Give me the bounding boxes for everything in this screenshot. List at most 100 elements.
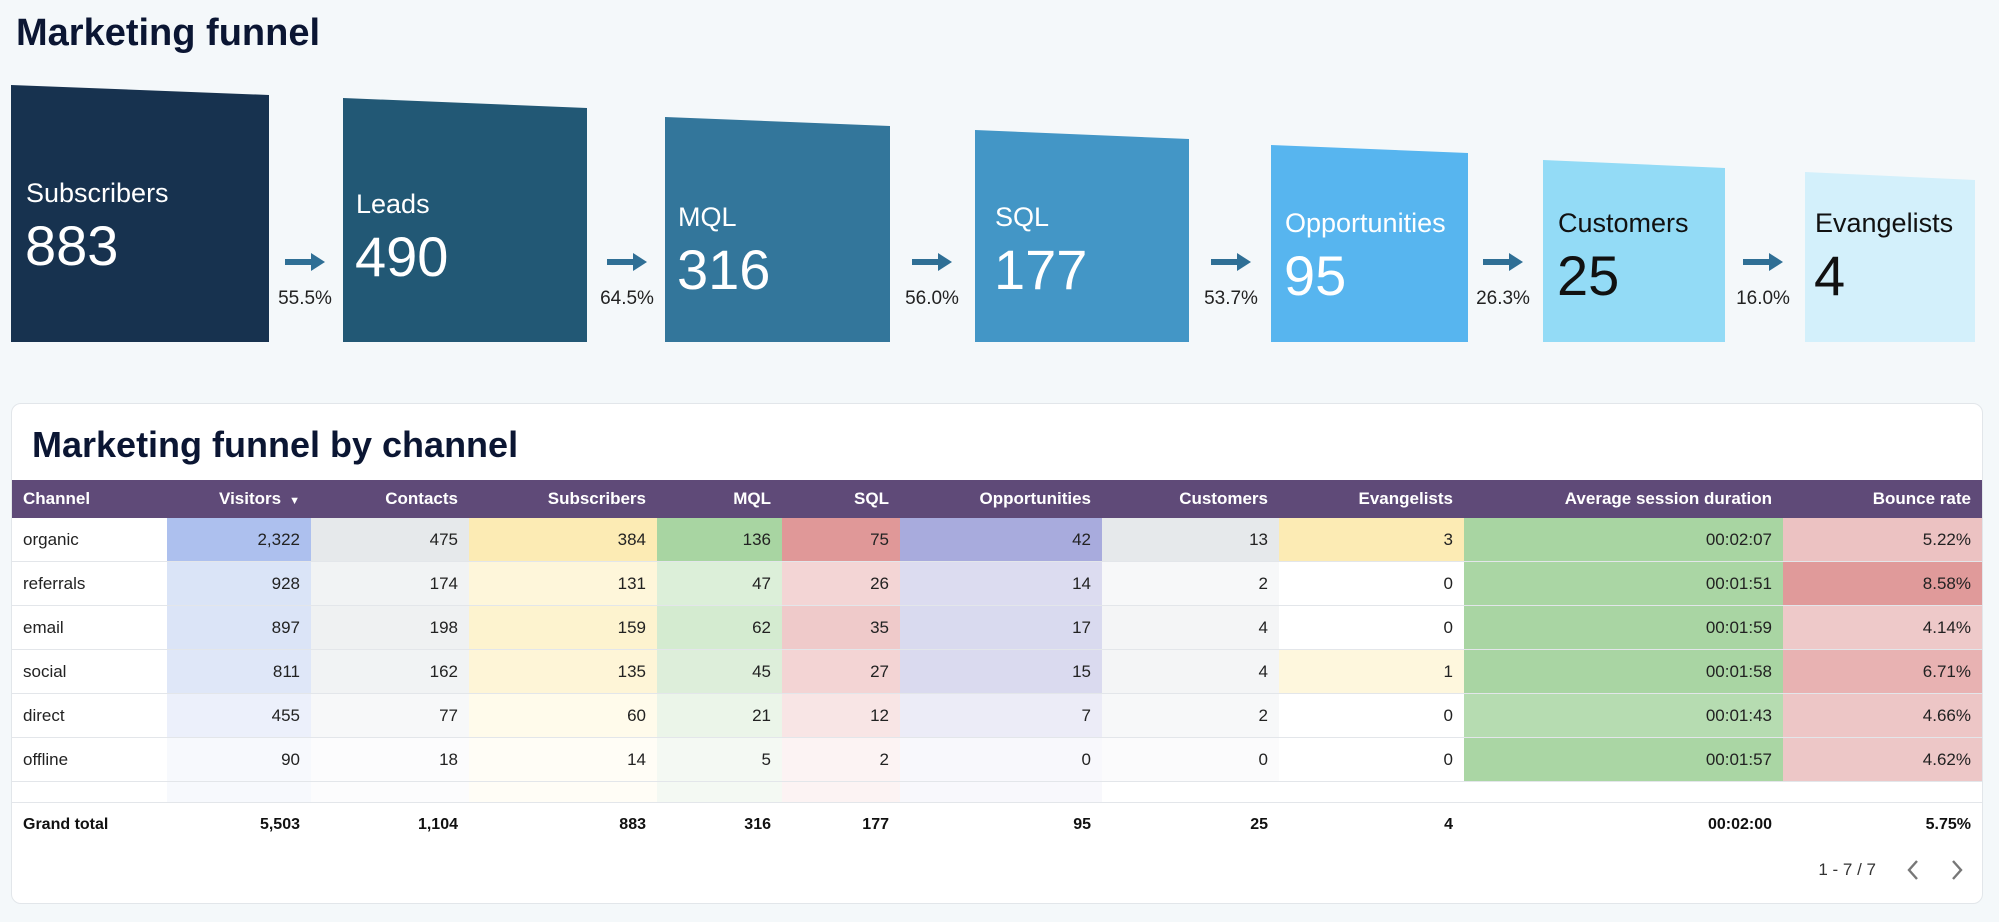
cell-customers: 4: [1102, 605, 1279, 650]
table-row-email[interactable]: email 897 198 159 62 35 17 4 0 00:01:59 4.14%: [12, 605, 1982, 650]
cell-sql: 27: [782, 649, 900, 694]
arrow-right-icon: [912, 253, 952, 271]
column-header-channel[interactable]: Channel: [12, 480, 167, 518]
table-row-referrals[interactable]: referrals 928 174 131 47 26 14 2 0 00:01:51 8.58%: [12, 561, 1982, 606]
column-header-opportunities[interactable]: Opportunities: [900, 480, 1102, 518]
spacer-cell: [1102, 781, 1279, 803]
funnel-stage-value: 490: [355, 225, 449, 288]
cell-subscribers: 60: [469, 693, 657, 738]
funnel-stage-fill: [975, 130, 1189, 342]
arrow-right-icon: [1483, 253, 1523, 271]
funnel-stage-label: Leads: [356, 189, 430, 219]
conversion-rate-4: 53.7%: [1201, 250, 1261, 310]
spacer-cell: [900, 781, 1102, 803]
table-row-offline[interactable]: offline 90 18 14 5 2 0 0 0 00:01:57 4.62%: [12, 737, 1982, 782]
cell-visitors: 90: [167, 737, 311, 782]
column-header-customers[interactable]: Customers: [1102, 480, 1279, 518]
column-header-subscribers[interactable]: Subscribers: [469, 480, 657, 518]
cell-mql: 62: [657, 605, 782, 650]
column-header-sql[interactable]: SQL: [782, 480, 900, 518]
cell-sql: 12: [782, 693, 900, 738]
arrow-right-icon: [285, 253, 325, 271]
cell-subscribers: 135: [469, 649, 657, 694]
cell-evangelists: 0: [1279, 693, 1464, 738]
column-header-label: Contacts: [385, 489, 458, 508]
cell-average-session-duration: 00:01:43: [1464, 693, 1783, 738]
cell-subscribers: 131: [469, 561, 657, 606]
funnel-stage-subscribers: Subscribers 883: [11, 85, 269, 342]
funnel-stage-label: Evangelists: [1815, 208, 1954, 238]
funnel-stage-value: 883: [25, 214, 119, 277]
spacer-cell: [782, 781, 900, 803]
table-row-direct[interactable]: direct 455 77 60 21 12 7 2 0 00:01:43 4.66%: [12, 693, 1982, 738]
cell-average-session-duration: 00:01:51: [1464, 561, 1783, 606]
cell-mql: 21: [657, 693, 782, 738]
table-title: Marketing funnel by channel: [32, 424, 519, 465]
cell-customers: 2: [1102, 561, 1279, 606]
cell-sql: 75: [782, 518, 900, 562]
cell-opportunities: 0: [900, 737, 1102, 782]
column-header-label: Average session duration: [1564, 489, 1772, 508]
total-mql: 316: [744, 816, 771, 833]
funnel-stage-fill: [343, 98, 587, 342]
column-header-evangelists[interactable]: Evangelists: [1279, 480, 1464, 518]
column-header-mql[interactable]: MQL: [657, 480, 782, 518]
table-row-social[interactable]: social 811 162 135 45 27 15 4 1 00:01:58 6.71%: [12, 649, 1982, 694]
cell-mql: 136: [657, 518, 782, 562]
cell-contacts: 174: [311, 561, 469, 606]
conversion-rate-label: 56.0%: [905, 288, 959, 309]
cell-subscribers: 159: [469, 605, 657, 650]
column-header-average-session-duration[interactable]: Average session duration: [1464, 480, 1783, 518]
funnel-stage-evangelists: Evangelists 4: [1805, 172, 1975, 342]
cell-average-session-duration: 00:01:57: [1464, 737, 1783, 782]
cell-opportunities: 42: [900, 518, 1102, 562]
total-visitors: 5,503: [259, 816, 300, 833]
funnel-stage-label: Customers: [1558, 208, 1689, 238]
previous-page-button[interactable]: [1906, 859, 1920, 881]
arrow-right-icon: [607, 253, 647, 271]
funnel-stage-opportunities: Opportunities 95: [1271, 145, 1468, 342]
cell-bounce-rate: 4.66%: [1783, 693, 1982, 738]
table-row-organic[interactable]: organic 2,322 475 384 136 75 42 13 3 00:02:07 5.22…: [12, 518, 1982, 562]
next-page-button[interactable]: [1950, 859, 1964, 881]
column-header-label: SQL: [854, 489, 889, 508]
cell-mql: 45: [657, 649, 782, 694]
cell-sql: 26: [782, 561, 900, 606]
sort-descending-icon: ▼: [289, 495, 300, 507]
chevron-left-icon: [1907, 860, 1918, 880]
column-header-bounce-rate[interactable]: Bounce rate: [1783, 480, 1982, 518]
conversion-rate-label: 26.3%: [1476, 288, 1530, 309]
total-sql: 177: [862, 816, 889, 833]
table-header-row: Channel Visitors ▼ Contacts Subscribers MQL SQ…: [12, 480, 1982, 518]
cell-visitors: 928: [167, 561, 311, 606]
column-header-contacts[interactable]: Contacts: [311, 480, 469, 518]
cell-visitors: 897: [167, 605, 311, 650]
page-range: 1 - 7 / 7: [1818, 860, 1876, 879]
total-evangelists: 4: [1444, 816, 1453, 833]
channel-cell: social: [12, 649, 167, 694]
cell-bounce-rate: 6.71%: [1783, 649, 1982, 694]
grand-total-row: Grand total 5,503 1,104 883 316 177 95 25 4 00:02…: [12, 803, 1982, 848]
funnel-stage-value: 4: [1814, 244, 1846, 307]
cell-evangelists: 0: [1279, 737, 1464, 782]
funnel-stage-value: 25: [1557, 244, 1620, 307]
funnel-stage-label: MQL: [678, 202, 737, 232]
cell-visitors: 2,322: [167, 518, 311, 562]
conversion-rate-3: 56.0%: [902, 250, 962, 310]
conversion-rate-label: 53.7%: [1204, 288, 1258, 309]
funnel-stage-shape: [1805, 172, 1975, 342]
column-header-label: MQL: [733, 489, 771, 508]
funnel-stage-leads: Leads 490: [343, 98, 587, 342]
column-header-visitors[interactable]: Visitors ▼: [167, 480, 311, 518]
total-bounce-rate: 5.75%: [1925, 816, 1971, 833]
cell-opportunities: 17: [900, 605, 1102, 650]
cell-opportunities: 7: [900, 693, 1102, 738]
column-header-label: Subscribers: [547, 489, 646, 508]
cell-contacts: 77: [311, 693, 469, 738]
cell-visitors: 455: [167, 693, 311, 738]
spacer-cell: [1783, 781, 1982, 803]
pagination: 1 - 7 / 7: [1818, 859, 1964, 881]
cell-visitors: 811: [167, 649, 311, 694]
cell-sql: 35: [782, 605, 900, 650]
total-customers: 25: [1250, 816, 1268, 833]
